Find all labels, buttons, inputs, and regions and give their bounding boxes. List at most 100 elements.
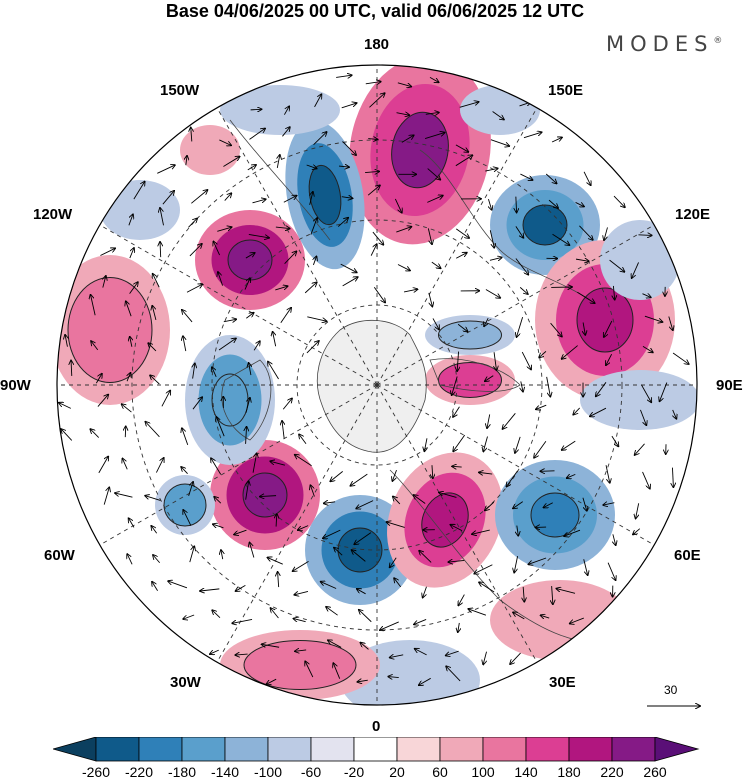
colorbar-tick-label: 220	[600, 764, 624, 780]
wind-arrow	[427, 196, 442, 203]
wind-arrow	[562, 345, 578, 359]
wind-arrow	[330, 471, 343, 481]
wind-arrow	[157, 165, 175, 174]
wind-arrow	[245, 398, 250, 413]
wind-arrow	[216, 417, 225, 437]
wind-arrow	[611, 435, 618, 446]
wind-arrow	[91, 341, 99, 351]
registered-mark: ®	[713, 36, 723, 46]
wind-arrow	[390, 655, 404, 658]
wind-arrow	[59, 403, 71, 409]
wind-arrow	[604, 227, 608, 240]
wind-arrow	[672, 352, 689, 364]
colorbar-cell	[568, 737, 613, 762]
wind-arrow	[182, 428, 189, 446]
wind-arrow	[246, 427, 247, 444]
latitude-circle	[211, 219, 543, 551]
wind-arrow	[340, 263, 357, 272]
wind-arrow	[98, 456, 108, 474]
map-disk-content	[57, 65, 697, 705]
meridian-line	[376, 107, 538, 386]
wind-arrow	[271, 608, 279, 619]
wind-arrow	[642, 471, 650, 489]
wind-arrow	[387, 522, 405, 528]
wind-arrow	[100, 248, 115, 256]
wind-arrow	[367, 185, 380, 196]
wind-arrow	[369, 93, 384, 108]
wind-arrow	[71, 361, 72, 376]
wind-arrow	[213, 242, 220, 256]
wind-arrow	[672, 467, 673, 488]
wind-arrow	[546, 376, 551, 397]
wind-arrow	[446, 666, 461, 682]
wind-arrow	[191, 128, 192, 142]
wind-arrow	[91, 295, 96, 316]
wind-arrow	[357, 589, 366, 595]
wind-arrow	[103, 487, 109, 505]
wind-arrow	[517, 316, 524, 337]
wind-arrow	[484, 317, 489, 326]
wind-arrow	[168, 581, 188, 589]
wind-arrow	[640, 409, 646, 425]
wind-arrow	[333, 663, 341, 679]
colorbar-tick-label: 260	[643, 764, 667, 780]
colorbar-tick-label: -220	[124, 764, 154, 780]
colorbar-cell	[267, 737, 312, 762]
wind-arrow	[313, 132, 327, 146]
wind-arrow	[573, 407, 581, 415]
wind-arrow	[390, 557, 397, 568]
wind-arrow	[485, 501, 495, 510]
wind-arrow	[334, 548, 343, 556]
meridian-line	[376, 384, 538, 663]
wind-arrow	[458, 622, 460, 632]
lon-label-60e: 60E	[674, 547, 701, 564]
wind-arrow	[122, 404, 132, 413]
wind-arrow	[153, 274, 160, 288]
anomaly-contour	[227, 239, 273, 281]
wind-arrow	[521, 381, 523, 391]
wind-arrow	[160, 208, 164, 226]
wind-arrow	[293, 560, 309, 571]
colorbar-tick-label: -60	[300, 764, 322, 780]
wind-arrow	[189, 244, 202, 257]
lon-label-90e: 90E	[716, 377, 743, 394]
wind-arrow	[151, 526, 158, 534]
wind-arrow	[545, 173, 556, 183]
wind-arrow	[128, 214, 133, 226]
wind-arrow	[536, 404, 547, 409]
wind-arrow	[337, 218, 348, 227]
colorbar-cell	[654, 737, 700, 762]
wind-vectors	[59, 75, 689, 685]
wind-arrow	[267, 558, 283, 565]
meridian-line	[216, 107, 378, 386]
wind-arrow	[160, 242, 161, 258]
colorbar-cell	[53, 737, 97, 762]
wind-arrow	[127, 554, 133, 565]
wind-arrow	[492, 111, 504, 120]
wind-arrow	[506, 470, 518, 487]
wind-arrow	[326, 607, 338, 616]
wind-arrow	[341, 197, 353, 199]
wind-arrow	[644, 315, 662, 322]
lon-label-120w: 120W	[33, 206, 73, 223]
wind-arrow	[249, 363, 251, 376]
wind-arrow	[148, 343, 157, 352]
wind-arrow	[192, 397, 202, 410]
wind-arrow	[183, 510, 192, 526]
wind-arrow	[439, 493, 457, 498]
colorbar-cell	[95, 737, 140, 762]
wind-arrow	[479, 582, 495, 593]
wind-arrow	[431, 261, 441, 268]
wind-arrow	[640, 384, 651, 403]
wind-arrow	[494, 352, 496, 370]
wind-arrow	[603, 503, 615, 505]
anomaly-contour	[337, 527, 383, 573]
wind-arrow	[575, 259, 589, 261]
wind-arrow	[284, 106, 289, 115]
wind-arrow	[432, 318, 439, 329]
wind-arrow	[415, 649, 427, 656]
wind-arrow	[446, 650, 459, 655]
wind-arrow	[503, 413, 516, 429]
wind-arrow	[221, 550, 223, 560]
wind-arrow	[338, 166, 349, 167]
